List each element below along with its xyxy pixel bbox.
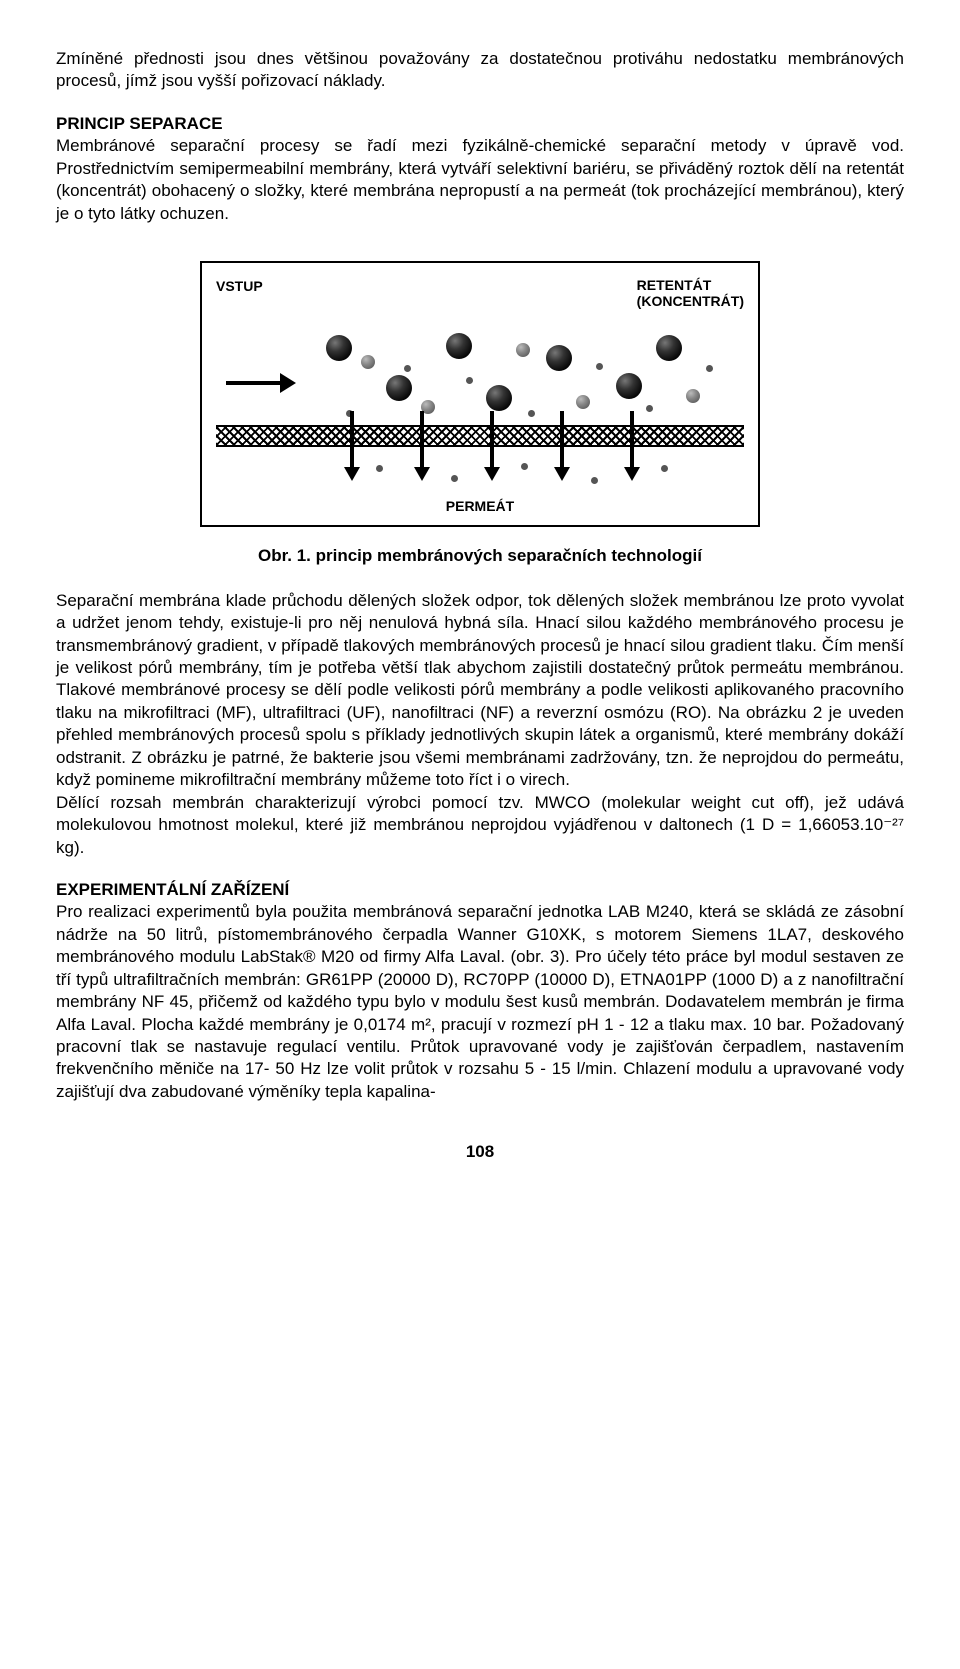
particle-medium-icon [686,389,700,403]
intro-paragraph: Zmíněné přednosti jsou dnes většinou pov… [56,48,904,93]
experiment-paragraph: Pro realizaci experimentů byla použita m… [56,901,904,1103]
particle-large-icon [486,385,512,411]
figure-label-retentate-1: RETENTÁT [637,277,744,293]
body-paragraph-1: Separační membrána klade průchodu dělený… [56,590,904,792]
particle-large-icon [656,335,682,361]
particle-small-icon [466,377,473,384]
particle-medium-icon [516,343,530,357]
figure-canvas: PERMEÁT [216,315,744,515]
particle-small-icon [706,365,713,372]
particle-small-icon [528,410,535,417]
particle-large-icon [386,375,412,401]
particle-large-icon [326,335,352,361]
section-title-principle: PRINCIP SEPARACE [56,113,904,135]
particle-small-icon [646,405,653,412]
particle-small-icon [376,465,383,472]
figure-1: VSTUP RETENTÁT (KONCENTRÁT) [200,261,760,527]
body-paragraph-mwco: Dělící rozsah membrán charakterizují výr… [56,792,904,859]
particle-medium-icon [361,355,375,369]
section-title-experiment: EXPERIMENTÁLNÍ ZAŘÍZENÍ [56,879,904,901]
particle-small-icon [451,475,458,482]
particle-small-icon [404,365,411,372]
particle-small-icon [661,465,668,472]
input-arrow-icon [226,373,296,393]
page-number: 108 [56,1141,904,1163]
figure-label-permeate: PERMEÁT [216,497,744,515]
principle-paragraph: Membránové separační procesy se řadí mez… [56,135,904,225]
particle-small-icon [521,463,528,470]
figure-caption: Obr. 1. princip membránových separačních… [56,545,904,567]
particle-large-icon [616,373,642,399]
particle-large-icon [546,345,572,371]
particle-small-icon [596,363,603,370]
figure-label-retentate-2: (KONCENTRÁT) [637,293,744,309]
particle-medium-icon [576,395,590,409]
membrane-icon [216,425,744,447]
particle-large-icon [446,333,472,359]
figure-label-input: VSTUP [216,277,263,309]
particle-small-icon [591,477,598,484]
